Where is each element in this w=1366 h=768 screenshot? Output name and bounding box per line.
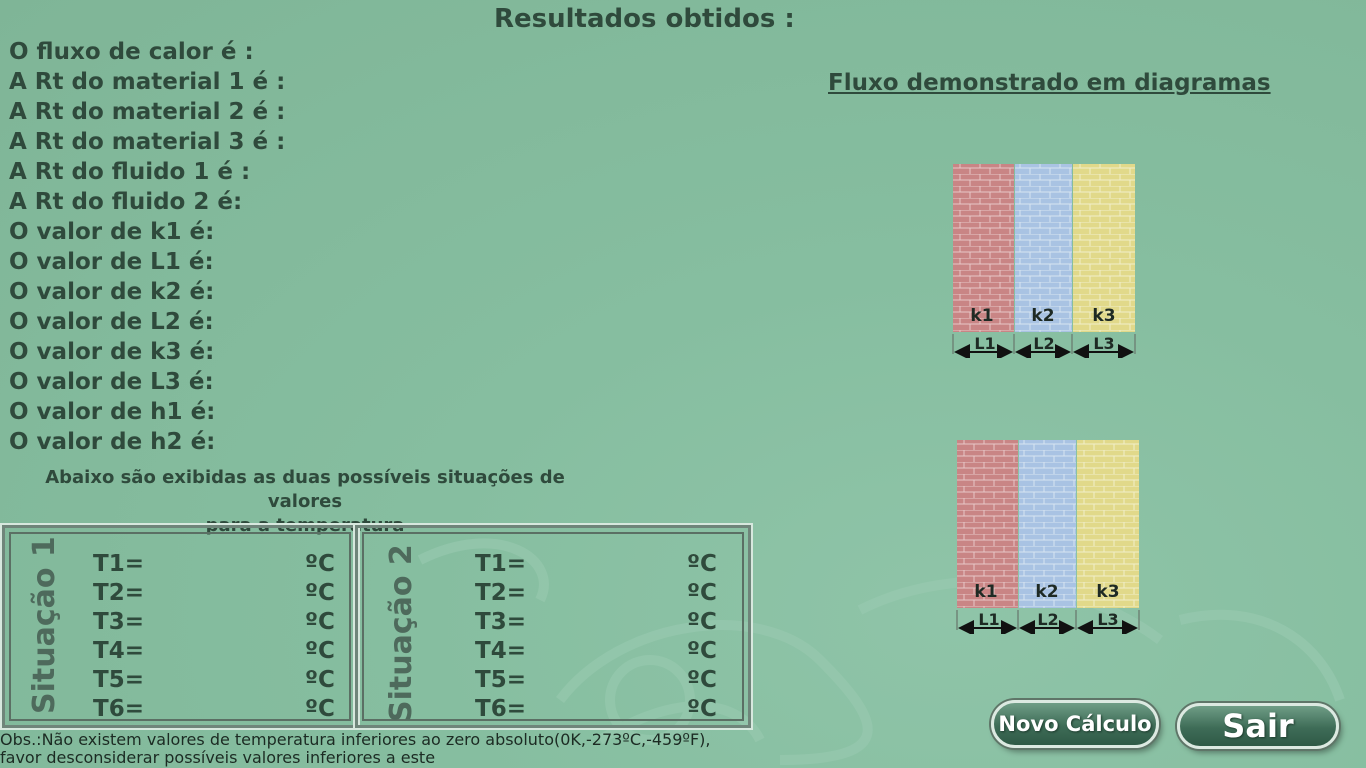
temp-unit: ºC bbox=[687, 696, 717, 722]
result-k1: O valor de k1 é: bbox=[9, 219, 215, 245]
situation-1-row-t4: T4= ºC bbox=[93, 637, 335, 666]
temp-label: T6= bbox=[93, 696, 144, 722]
wall-3-k-label: k3 bbox=[1092, 306, 1115, 326]
situation-1-row-t1: T1= ºC bbox=[93, 550, 335, 579]
temp-unit: ºC bbox=[687, 638, 717, 664]
temp-label: T1= bbox=[475, 551, 526, 577]
wall-2 bbox=[1015, 164, 1072, 332]
absolute-zero-footnote: Obs.:Não existem valores de temperatura … bbox=[0, 731, 710, 767]
exit-button[interactable]: Sair bbox=[1177, 703, 1339, 749]
result-rt-material-1: A Rt do material 1 é : bbox=[9, 69, 286, 95]
wall-2-k-label: k2 bbox=[1035, 582, 1058, 602]
result-l1: O valor de L1 é: bbox=[9, 249, 214, 275]
temp-unit: ºC bbox=[305, 638, 335, 664]
result-l3: O valor de L3 é: bbox=[9, 369, 214, 395]
temp-label: T5= bbox=[93, 667, 144, 693]
temp-label: T1= bbox=[93, 551, 144, 577]
temp-unit: ºC bbox=[305, 696, 335, 722]
situation-2-row-t3: T3= ºC bbox=[475, 608, 717, 637]
situation-1-label: Situação 1 bbox=[27, 536, 62, 714]
result-rt-fluid-2: A Rt do fluido 2 é: bbox=[9, 189, 243, 215]
temp-unit: ºC bbox=[305, 667, 335, 693]
situation-2-inner-frame bbox=[362, 532, 744, 721]
result-k2: O valor de k2 é: bbox=[9, 279, 215, 305]
wall-1-l-label: L1 bbox=[974, 334, 995, 353]
wall-diagram-situation-2: k1 k2 k3 L1 L2 L3 bbox=[956, 440, 1140, 634]
situation-2-panel: Situação 2 T1= ºC T2= ºC T3= ºC T4= ºC T5= ºC… bbox=[353, 523, 753, 730]
wall-diagram-situation-1: k1 k2 k3 L1 L2 L3 bbox=[952, 164, 1136, 358]
wall-3-k-label: k3 bbox=[1096, 582, 1119, 602]
temp-unit: ºC bbox=[687, 551, 717, 577]
temp-label: T3= bbox=[93, 609, 144, 635]
situation-1-row-t6: T6= ºC bbox=[93, 695, 335, 724]
wall-3-l-label: L3 bbox=[1093, 334, 1114, 353]
result-rt-material-3: A Rt do material 3 é : bbox=[9, 129, 286, 155]
footnote-line-2: favor desconsiderar possíveis valores in… bbox=[0, 748, 436, 767]
result-rt-material-2: A Rt do material 2 é : bbox=[9, 99, 286, 125]
wall-1 bbox=[953, 164, 1014, 332]
wall-2 bbox=[1019, 440, 1076, 608]
result-h2: O valor de h2 é: bbox=[9, 429, 216, 455]
situation-2-row-t4: T4= ºC bbox=[475, 637, 717, 666]
temp-label: T6= bbox=[475, 696, 526, 722]
temp-label: T2= bbox=[475, 580, 526, 606]
situation-1-panel: Situação 1 T1= ºC T2= ºC T3= ºC T4= ºC T5= ºC… bbox=[0, 523, 360, 730]
temp-unit: ºC bbox=[305, 609, 335, 635]
situation-1-row-t5: T5= ºC bbox=[93, 666, 335, 695]
wall-3 bbox=[1077, 440, 1139, 608]
situation-2-label: Situação 2 bbox=[384, 544, 419, 722]
page-title: Resultados obtidos : bbox=[494, 4, 795, 34]
wall-1-k-label: k1 bbox=[970, 306, 993, 326]
result-l2: O valor de L2 é: bbox=[9, 309, 214, 335]
new-calculation-button[interactable]: Novo Cálculo bbox=[991, 700, 1159, 748]
result-heat-flux: O fluxo de calor é : bbox=[9, 39, 254, 65]
note-line-1: Abaixo são exibidas as duas possíveis si… bbox=[45, 467, 565, 512]
temp-label: T3= bbox=[475, 609, 526, 635]
diagrams-title: Fluxo demonstrado em diagramas bbox=[828, 70, 1271, 96]
wall-2-l-label: L2 bbox=[1033, 334, 1054, 353]
temp-label: T4= bbox=[93, 638, 144, 664]
situation-2-row-t2: T2= ºC bbox=[475, 579, 717, 608]
result-rt-fluid-1: A Rt do fluido 1 é : bbox=[9, 159, 251, 185]
temp-unit: ºC bbox=[687, 609, 717, 635]
situation-1-inner-frame bbox=[9, 532, 351, 721]
temp-label: T4= bbox=[475, 638, 526, 664]
situation-1-row-t2: T2= ºC bbox=[93, 579, 335, 608]
results-list: O fluxo de calor é : A Rt do material 1 … bbox=[9, 37, 285, 457]
wall-1-l-label: L1 bbox=[978, 610, 999, 629]
footnote-line-1: Obs.:Não existem valores de temperatura … bbox=[0, 730, 711, 749]
temp-unit: ºC bbox=[687, 580, 717, 606]
wall-1-k-label: k1 bbox=[974, 582, 997, 602]
wall-3 bbox=[1073, 164, 1135, 332]
situation-2-row-t6: T6= ºC bbox=[475, 695, 717, 724]
wall-2-l-label: L2 bbox=[1037, 610, 1058, 629]
temp-label: T2= bbox=[93, 580, 144, 606]
situation-2-row-t1: T1= ºC bbox=[475, 550, 717, 579]
temp-unit: ºC bbox=[687, 667, 717, 693]
wall-3-l-label: L3 bbox=[1097, 610, 1118, 629]
result-h1: O valor de h1 é: bbox=[9, 399, 216, 425]
result-k3: O valor de k3 é: bbox=[9, 339, 215, 365]
situation-1-row-t3: T3= ºC bbox=[93, 608, 335, 637]
temp-unit: ºC bbox=[305, 580, 335, 606]
temp-label: T5= bbox=[475, 667, 526, 693]
temp-unit: ºC bbox=[305, 551, 335, 577]
wall-2-k-label: k2 bbox=[1031, 306, 1054, 326]
situation-2-row-t5: T5= ºC bbox=[475, 666, 717, 695]
wall-1 bbox=[957, 440, 1018, 608]
